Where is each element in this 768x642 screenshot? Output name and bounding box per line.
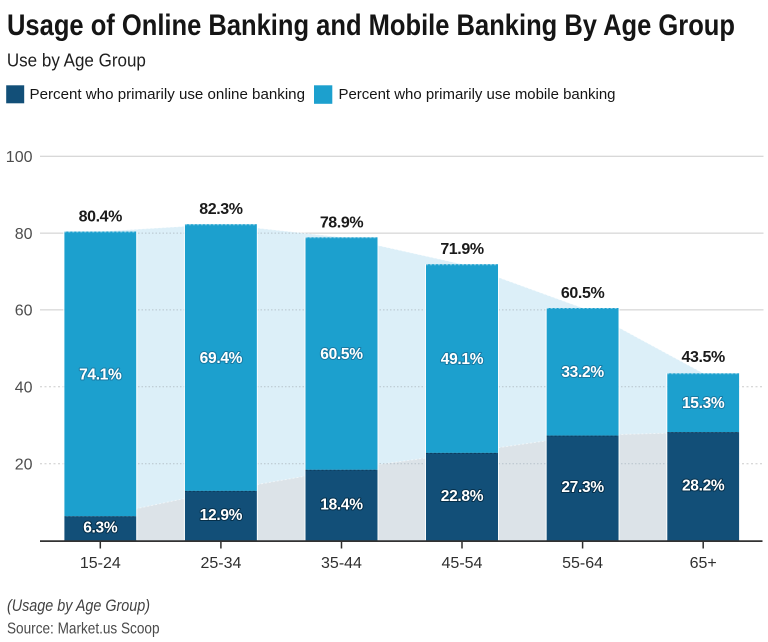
svg-text:80: 80 (15, 226, 33, 243)
svg-text:15-24: 15-24 (80, 555, 121, 572)
svg-text:60.5%: 60.5% (320, 346, 363, 363)
svg-text:69.4%: 69.4% (200, 350, 243, 367)
svg-text:43.5%: 43.5% (682, 349, 726, 366)
svg-text:35-44: 35-44 (321, 555, 362, 572)
svg-text:55-64: 55-64 (562, 555, 603, 572)
svg-text:18.4%: 18.4% (320, 496, 363, 513)
svg-text:(Usage by Age Group): (Usage by Age Group) (7, 597, 150, 615)
svg-text:6.3%: 6.3% (83, 520, 118, 537)
svg-text:80.4%: 80.4% (79, 209, 123, 226)
svg-text:100: 100 (6, 149, 33, 166)
svg-text:Percent who primarily use onli: Percent who primarily use online banking (30, 87, 306, 103)
svg-text:25-34: 25-34 (200, 555, 241, 572)
svg-text:60.5%: 60.5% (561, 285, 605, 302)
svg-text:20: 20 (15, 457, 33, 474)
svg-text:60: 60 (15, 303, 33, 320)
svg-text:12.9%: 12.9% (200, 507, 243, 524)
svg-text:65+: 65+ (690, 555, 717, 572)
svg-text:28.2%: 28.2% (682, 477, 725, 494)
svg-text:78.9%: 78.9% (320, 214, 364, 231)
svg-text:82.3%: 82.3% (199, 201, 243, 218)
svg-text:27.3%: 27.3% (561, 479, 604, 496)
svg-text:40: 40 (15, 380, 33, 397)
svg-text:33.2%: 33.2% (561, 364, 604, 381)
svg-text:15.3%: 15.3% (682, 395, 725, 412)
svg-text:Use by Age Group: Use by Age Group (7, 51, 146, 71)
svg-text:74.1%: 74.1% (79, 366, 122, 383)
svg-text:Usage of Online Banking and Mo: Usage of Online Banking and Mobile Banki… (7, 9, 735, 42)
svg-text:Source: Market.us Scoop: Source: Market.us Scoop (7, 620, 160, 637)
svg-text:45-54: 45-54 (442, 555, 483, 572)
svg-text:49.1%: 49.1% (441, 351, 484, 368)
svg-text:Percent who primarily use mobi: Percent who primarily use mobile banking (339, 87, 616, 103)
svg-text:71.9%: 71.9% (440, 241, 484, 258)
svg-text:22.8%: 22.8% (441, 488, 484, 505)
